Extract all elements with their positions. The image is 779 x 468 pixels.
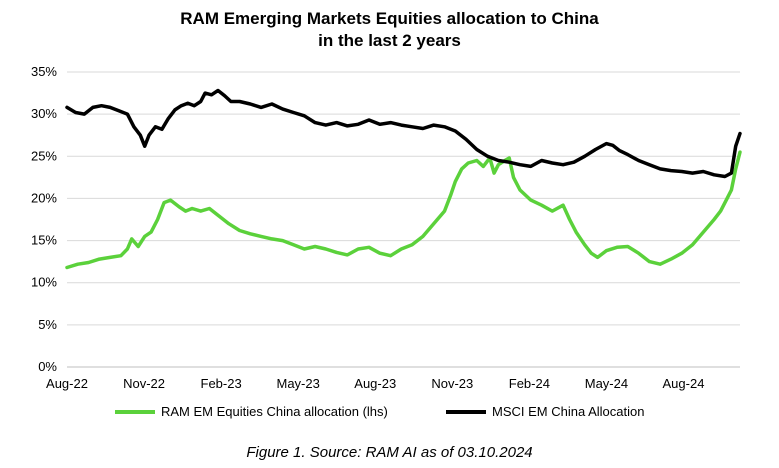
chart-title-line-2: in the last 2 years: [318, 31, 461, 50]
x-tick-label: Nov-22: [123, 376, 165, 391]
y-tick-label: 25%: [31, 148, 57, 163]
chart-title: RAM Emerging Markets Equities allocation…: [0, 8, 779, 52]
x-tick-label: May-23: [277, 376, 320, 391]
x-axis-tick-labels: Aug-22 Nov-22 Feb-23 May-23 Aug-23 Nov-23 Feb-…: [46, 376, 704, 391]
legend-item-ram: RAM EM Equities China allocation (lhs): [115, 404, 388, 419]
y-tick-label: 30%: [31, 106, 57, 121]
x-tick-label: Nov-23: [431, 376, 473, 391]
legend-label-msci: MSCI EM China Allocation: [492, 404, 645, 419]
y-tick-label: 0%: [38, 359, 57, 374]
legend-swatch-ram: [115, 409, 155, 414]
y-axis-tick-labels: 0% 5% 10% 15% 20% 25% 30% 35%: [31, 64, 57, 374]
line-chart: 0% 5% 10% 15% 20% 25% 30% 35% Aug-22 Nov-22 Feb-2…: [31, 64, 742, 391]
grid-lines: [67, 71, 740, 368]
x-tick-label: May-24: [585, 376, 628, 391]
legend-label-ram: RAM EM Equities China allocation (lhs): [161, 404, 388, 419]
x-tick-label: Feb-23: [201, 376, 242, 391]
x-tick-label: Aug-22: [46, 376, 88, 391]
x-tick-label: Aug-23: [354, 376, 396, 391]
x-tick-label: Aug-24: [663, 376, 705, 391]
y-tick-label: 35%: [31, 64, 57, 79]
series-line-msci: [65, 88, 742, 179]
figure-caption: Figure 1. Source: RAM AI as of 03.10.202…: [246, 444, 533, 461]
x-tick-label: Feb-24: [509, 376, 550, 391]
data-series: [65, 88, 742, 270]
series-line-ram: [65, 150, 742, 270]
legend-item-msci: MSCI EM China Allocation: [446, 404, 644, 419]
y-tick-label: 15%: [31, 233, 57, 248]
legend-swatch-msci: [446, 409, 486, 414]
y-tick-label: 10%: [31, 275, 57, 290]
chart-title-line-1: RAM Emerging Markets Equities allocation…: [180, 9, 599, 28]
legend: RAM EM Equities China allocation (lhs) M…: [0, 404, 779, 424]
y-tick-label: 5%: [38, 317, 57, 332]
y-tick-label: 20%: [31, 190, 57, 205]
